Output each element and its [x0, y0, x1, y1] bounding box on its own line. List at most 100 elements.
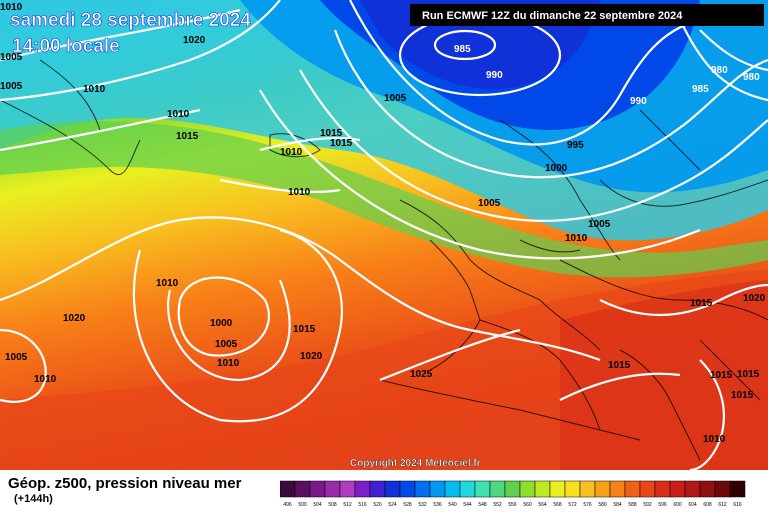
color-scale: 496 500 504 508 512 516 520 524 528 532 536 540 544 5…	[280, 480, 746, 508]
z500-green-band	[0, 121, 768, 278]
scale-swatch	[624, 480, 641, 498]
scale-swatch	[549, 480, 566, 498]
scale-swatch	[579, 480, 596, 498]
isobar-label: 1005	[478, 198, 501, 209]
scale-label: 556	[508, 502, 517, 508]
scale-label: 520	[373, 502, 382, 508]
isobar-label: 1010	[703, 434, 726, 445]
scale-label: 560	[523, 502, 532, 508]
valid-time: 14:00 locale	[12, 36, 120, 57]
scale-label: 564	[538, 502, 547, 508]
isobar-1005	[299, 69, 768, 222]
scale-swatch	[729, 480, 746, 498]
isobar-label: 1010	[167, 109, 190, 120]
copyright: Copyright 2024 Meteociel.fr	[350, 458, 481, 469]
scale-swatch	[534, 480, 551, 498]
scale-swatch	[280, 480, 296, 498]
isobar-label: 1015	[320, 128, 343, 139]
scale-swatch	[699, 480, 716, 498]
scale-label: 548	[478, 502, 487, 508]
scale-label: 572	[568, 502, 577, 508]
scale-swatch	[354, 480, 371, 498]
scale-label: 600	[673, 502, 682, 508]
run-info-box	[410, 4, 764, 26]
isobar-label: 1005	[384, 93, 407, 104]
scale-swatch	[519, 480, 536, 498]
scale-swatch	[384, 480, 401, 498]
scale-label: 552	[493, 502, 502, 508]
isobar-label: 1020	[743, 293, 766, 304]
isobar-label: 1005	[0, 52, 23, 63]
scale-swatch	[414, 480, 431, 498]
isobar-label: 1005	[0, 81, 23, 92]
scale-swatch	[444, 480, 461, 498]
isobar-label: 1015	[176, 131, 199, 142]
scale-label: 524	[388, 502, 397, 508]
isobar-east-1015	[599, 283, 768, 317]
isobar-label: 1015	[608, 360, 631, 371]
isobar-label: 1010	[34, 374, 57, 385]
scale-swatch	[429, 480, 446, 498]
scale-label: 604	[688, 502, 697, 508]
scale-label: 584	[613, 502, 622, 508]
scale-swatch	[609, 480, 626, 498]
isobar-label: 995	[567, 140, 584, 151]
isobar-labels: 1010 1005 1005 1020 1010 1010 1015 1010 …	[0, 2, 766, 445]
scale-label: 608	[703, 502, 712, 508]
z500-red-east	[560, 280, 768, 470]
isobar-980	[699, 29, 768, 72]
isobar-label: 1015	[330, 138, 353, 149]
isobar-label: 1005	[5, 352, 28, 363]
isobar-label: 1010	[280, 147, 303, 158]
scale-swatch	[594, 480, 611, 498]
isobar-label: 990	[486, 70, 503, 81]
legend-lead-time: (+144h)	[14, 493, 53, 505]
isobar-label: 985	[454, 44, 471, 55]
isobar-1025	[379, 328, 521, 382]
isobar-label: 1005	[215, 339, 238, 350]
isobar-1010	[259, 89, 701, 260]
isobar-label: 1020	[183, 35, 206, 46]
scale-swatch	[474, 480, 491, 498]
scale-label: 528	[403, 502, 412, 508]
scale-label: 580	[598, 502, 607, 508]
isobar-label: 1010	[288, 187, 311, 198]
isobar-label: 1010	[156, 278, 179, 289]
scale-label: 508	[328, 502, 337, 508]
isobar-label: 1010	[0, 2, 23, 13]
isobar-label: 1000	[210, 318, 233, 329]
scale-label: 496	[283, 502, 292, 508]
isobar-1010-north	[0, 108, 201, 152]
isobar-label: 1010	[217, 358, 240, 369]
isobar-1020-north	[0, 8, 241, 62]
isobar-label: 980	[743, 72, 760, 83]
isobar-label: 985	[692, 84, 709, 95]
isobar-label: 1015	[293, 324, 316, 335]
isobar-label: 1015	[737, 369, 760, 380]
scale-label: 568	[553, 502, 562, 508]
isobar-1005-west	[167, 279, 291, 382]
isobar-label: 1010	[83, 84, 106, 95]
valid-date: samedi 28 septembre 2024	[10, 10, 251, 31]
scale-swatch	[294, 480, 311, 498]
scale-label: 516	[358, 502, 367, 508]
isobar-label: 1015	[731, 390, 754, 401]
isobar-west-low	[0, 328, 47, 403]
scale-label: 504	[313, 502, 322, 508]
isobar-east-1010	[689, 359, 725, 470]
isobar-1010-central	[219, 178, 341, 194]
legend-bar: Géop. z500, pression niveau mer (+144h) …	[0, 470, 768, 512]
isobars	[0, 0, 768, 470]
scale-label: 596	[658, 502, 667, 508]
isobar-label: 1025	[410, 369, 433, 380]
isobar-995	[349, 0, 701, 146]
scale-swatch	[639, 480, 656, 498]
isobar-1000	[333, 29, 768, 179]
scale-swatch	[309, 480, 326, 498]
isobar-low-center	[433, 29, 497, 61]
scale-label: 576	[583, 502, 592, 508]
scale-swatch	[504, 480, 521, 498]
isobar-label: 980	[711, 65, 728, 76]
isobar-label: 1010	[565, 233, 588, 244]
scale-label: 592	[643, 502, 652, 508]
